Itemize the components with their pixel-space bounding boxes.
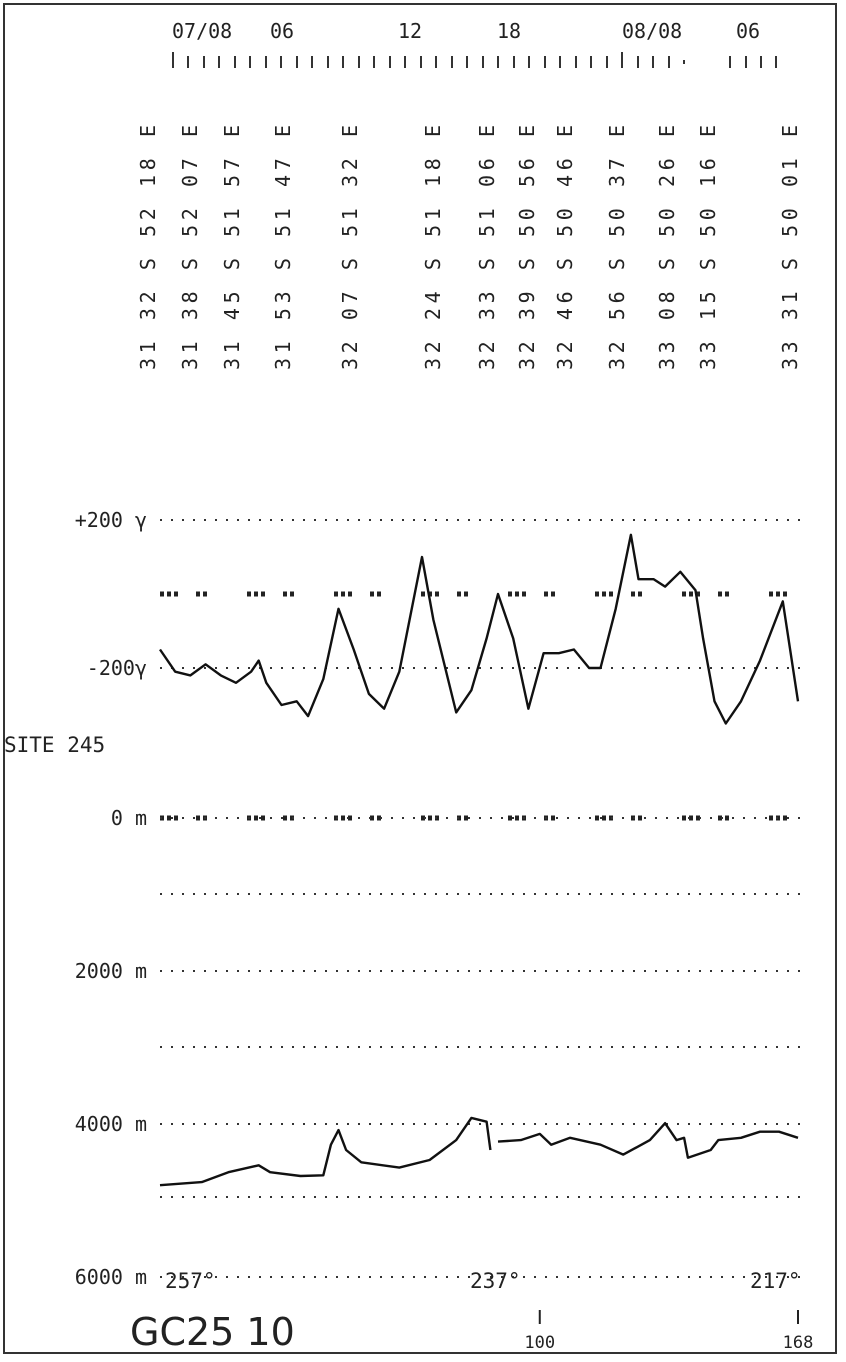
time-label: 06 (270, 19, 294, 43)
heading-annotation: 237° (470, 1269, 521, 1293)
time-ticks (172, 52, 777, 68)
position-label: 33 15 S 50 16 E (696, 120, 720, 370)
footer: GC25 10 (130, 1310, 295, 1354)
time-label: 06 (736, 19, 760, 43)
x-tick-label: 100 (524, 1333, 555, 1353)
time-label: 18 (497, 19, 521, 43)
position-label: 32 46 S 50 46 E (553, 120, 577, 370)
site-label: SITE 245 (4, 733, 105, 757)
heading-annotation: 257° (165, 1269, 216, 1293)
y-tick-label: 4000 m (75, 1112, 147, 1136)
position-label: 32 39 S 50 56 E (515, 120, 539, 370)
data-line (159, 533, 800, 725)
x-tick-label: 168 (783, 1333, 814, 1353)
y-tick-label: 2000 m (75, 959, 147, 983)
position-label: 32 56 S 50 37 E (605, 120, 629, 370)
position-label: 32 07 S 51 32 E (338, 120, 362, 370)
time-label: 08/08 (622, 19, 682, 43)
y-tick-label: 0 m (111, 806, 147, 830)
heading-annotation: 217° (750, 1269, 801, 1293)
position-label: 32 33 S 51 06 E (475, 120, 499, 370)
frame (3, 3, 837, 1354)
y-tick-label: -200γ (87, 656, 147, 680)
position-label: 33 31 S 50 01 E (778, 120, 802, 370)
position-label: 31 32 S 52 18 E (136, 120, 160, 370)
y-tick-label: 6000 m (75, 1265, 147, 1289)
position-label: 31 45 S 51 57 E (220, 120, 244, 370)
data-line (497, 1122, 799, 1159)
minor-grid (160, 893, 800, 1198)
position-label: 31 53 S 51 47 E (271, 120, 295, 370)
y-tick-label: +200 γ (75, 508, 147, 532)
position-label: 31 38 S 52 07 E (178, 120, 202, 370)
time-label: 12 (398, 19, 422, 43)
time-label: 07/08 (172, 19, 232, 43)
data-line (159, 1116, 492, 1187)
position-label: 32 24 S 51 18 E (421, 120, 445, 370)
position-label: 33 08 S 50 26 E (655, 120, 679, 370)
